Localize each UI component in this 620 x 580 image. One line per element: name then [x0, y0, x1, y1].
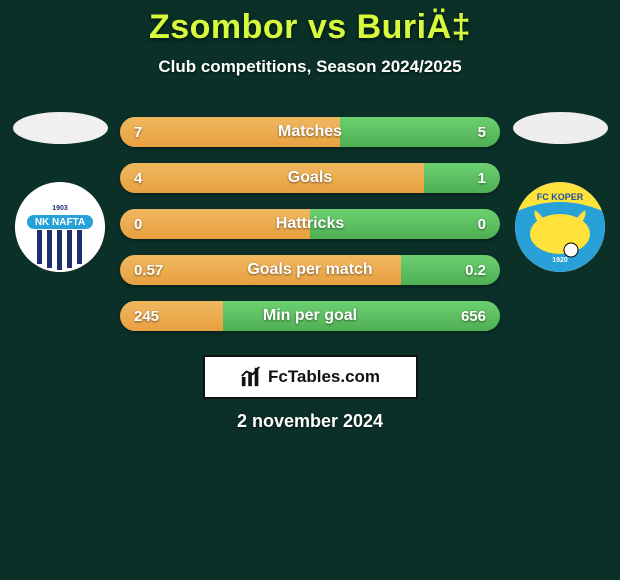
- main-row: NK NAFTA 1903 Matches 7 5 Goals 4 1 Hattricks 0…: [0, 112, 620, 347]
- svg-text:FC KOPER: FC KOPER: [537, 192, 584, 202]
- stat-value-left: 245: [134, 308, 159, 325]
- player-right-head: [513, 112, 608, 144]
- stat-label: Matches: [278, 123, 342, 141]
- stat-value-right: 1: [478, 170, 486, 187]
- crest-right-svg: FC KOPER 1920: [515, 182, 605, 272]
- stat-value-left: 7: [134, 124, 142, 141]
- svg-text:1903: 1903: [52, 205, 68, 212]
- player-right-col: FC KOPER 1920: [500, 112, 620, 272]
- stat-bar: Goals per match 0.57 0.2: [120, 255, 500, 285]
- stat-bar: Goals 4 1: [120, 163, 500, 193]
- stat-value-right: 5: [478, 124, 486, 141]
- stat-bar: Matches 7 5: [120, 117, 500, 147]
- stat-value-left: 0.57: [134, 262, 163, 279]
- container: Zsombor vs BuriÄ‡ Club competitions, Sea…: [0, 0, 620, 432]
- stat-value-right: 0.2: [465, 262, 486, 279]
- player-left-head: [13, 112, 108, 144]
- brand-text: FcTables.com: [268, 367, 380, 387]
- page-title: Zsombor vs BuriÄ‡: [0, 8, 620, 47]
- stat-label: Goals: [288, 169, 332, 187]
- stat-value-left: 0: [134, 216, 142, 233]
- stat-value-right: 0: [478, 216, 486, 233]
- stat-label: Goals per match: [247, 261, 372, 279]
- stat-bar-right-fill: [340, 117, 500, 147]
- svg-text:NK NAFTA: NK NAFTA: [35, 217, 85, 228]
- stat-bar: Min per goal 245 656: [120, 301, 500, 331]
- brand-box[interactable]: FcTables.com: [203, 355, 418, 399]
- chart-icon: [240, 366, 262, 388]
- crest-right: FC KOPER 1920: [515, 182, 605, 272]
- date-line: 2 november 2024: [0, 411, 620, 432]
- stat-label: Hattricks: [276, 215, 344, 233]
- stats-column: Matches 7 5 Goals 4 1 Hattricks 0 0 Goals per mat…: [120, 112, 500, 347]
- stat-label: Min per goal: [263, 307, 357, 325]
- stat-bar-left-fill: [120, 163, 424, 193]
- stat-bar: Hattricks 0 0: [120, 209, 500, 239]
- stat-value-left: 4: [134, 170, 142, 187]
- stat-value-right: 656: [461, 308, 486, 325]
- player-left-col: NK NAFTA 1903: [0, 112, 120, 272]
- crest-left: NK NAFTA 1903: [15, 182, 105, 272]
- svg-text:1920: 1920: [552, 257, 568, 264]
- stat-bar-right-fill: [424, 163, 500, 193]
- crest-left-svg: NK NAFTA 1903: [15, 182, 105, 272]
- subtitle: Club competitions, Season 2024/2025: [0, 57, 620, 77]
